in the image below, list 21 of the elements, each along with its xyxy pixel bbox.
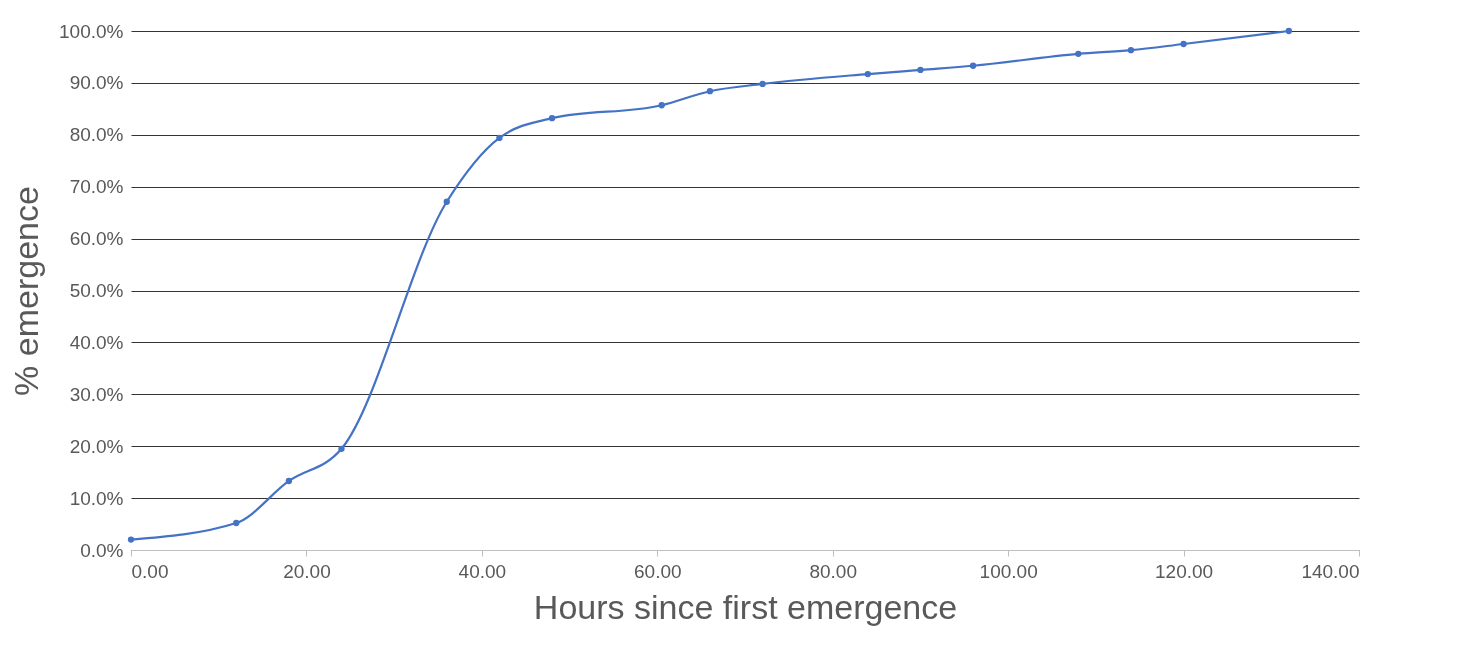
- x-tick-label: 100.00: [979, 560, 1038, 582]
- x-tick-label: 120.00: [1155, 560, 1214, 582]
- y-tick-label: 80.0%: [69, 124, 124, 146]
- y-tick-label: 0.0%: [80, 539, 124, 561]
- y-tick-label: 70.0%: [69, 176, 124, 198]
- x-tick-label: 140.00: [1301, 560, 1360, 582]
- y-tick-label: 50.0%: [69, 280, 124, 301]
- y-tick-label: 30.0%: [69, 383, 124, 405]
- x-tick-label: 20.00: [283, 560, 331, 582]
- y-axis-title: % emergence: [7, 186, 46, 396]
- x-tick-label: 0.00: [131, 560, 169, 582]
- y-tick-label: 90.0%: [69, 72, 124, 94]
- x-tick-label: 40.00: [458, 560, 507, 582]
- y-tick-label: 100.0%: [59, 20, 124, 42]
- y-tick-label: 60.0%: [69, 228, 124, 250]
- y-tick-label: 20.0%: [69, 435, 124, 457]
- x-tick-label: 80.00: [809, 560, 857, 582]
- x-tick-label: 60.00: [634, 560, 682, 582]
- x-axis-title: Hours since first emergence: [533, 587, 958, 626]
- y-tick-label: 40.0%: [69, 331, 124, 353]
- y-tick-label: 10.0%: [69, 487, 124, 509]
